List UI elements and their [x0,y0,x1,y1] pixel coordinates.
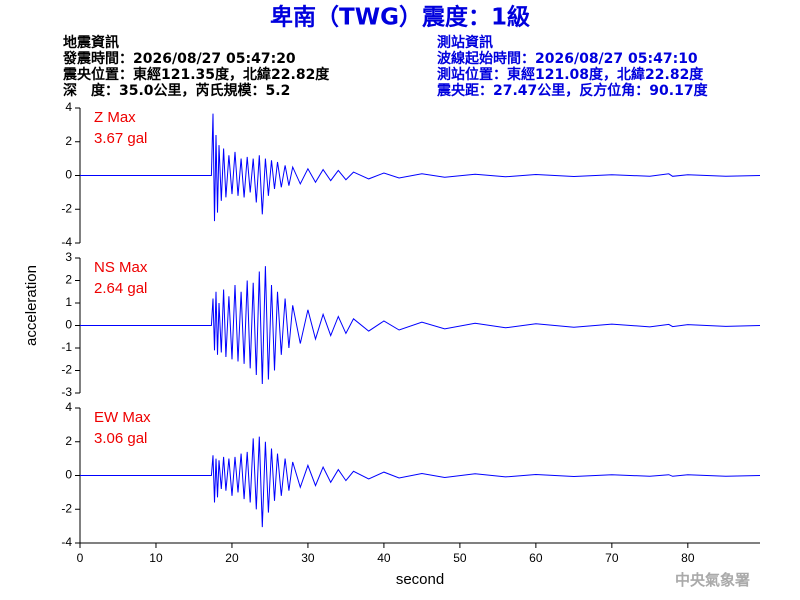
y-tick-label: -4 [61,535,72,549]
info-right: 測站資訊 [437,34,493,51]
x-tick-label: 30 [301,551,315,565]
info-right: 震央距：27.47公里，反方位角：90.17度 [436,82,709,99]
y-tick-label: 0 [65,168,72,182]
y-tick-label: 1 [65,295,72,309]
info-left: 震央位置：東經121.35度，北緯22.82度 [62,66,330,83]
x-tick-label: 40 [377,551,391,565]
info-left: 地震資訊 [63,34,119,51]
max-label: Z Max [94,109,136,126]
x-axis-label: second [396,571,444,588]
max-label: 3.67 gal [94,130,147,147]
y-tick-label: 3 [65,250,72,264]
y-tick-label: 2 [65,273,72,287]
chart-title: 卑南（TWG）震度：1級 [270,4,530,31]
y-tick-label: 2 [65,434,72,448]
x-tick-label: 0 [77,551,84,565]
x-tick-label: 70 [605,551,619,565]
x-tick-label: 20 [225,551,239,565]
y-tick-label: -2 [61,363,72,377]
info-right: 波線起始時間：2026/08/27 05:47:10 [437,50,698,67]
max-label: 2.64 gal [94,280,147,297]
y-tick-label: -2 [61,201,72,215]
info-left: 深 度：35.0公里，芮氏規模：5.2 [63,82,290,99]
waveform [80,436,761,528]
y-tick-label: 4 [65,100,72,114]
watermark: 中央氣象署 [675,571,750,589]
y-tick-label: 2 [65,134,72,148]
y-tick-label: 0 [65,318,72,332]
x-tick-label: 50 [453,551,467,565]
max-label: EW Max [94,409,151,426]
y-tick-label: -4 [61,235,72,249]
y-axis-label: acceleration [23,265,40,346]
waveform [80,113,761,222]
x-tick-label: 60 [529,551,543,565]
y-tick-label: -2 [61,501,72,515]
max-label: 3.06 gal [94,430,147,447]
y-tick-label: 0 [65,468,72,482]
info-left: 發震時間：2026/08/27 05:47:20 [62,50,296,67]
waveform [80,266,761,385]
y-tick-label: 4 [65,400,72,414]
x-tick-label: 10 [149,551,163,565]
y-tick-label: -3 [61,385,72,399]
y-tick-label: -1 [61,340,72,354]
max-label: NS Max [94,259,148,276]
x-tick-label: 80 [681,551,695,565]
info-right: 測站位置：東經121.08度，北緯22.82度 [437,66,704,83]
